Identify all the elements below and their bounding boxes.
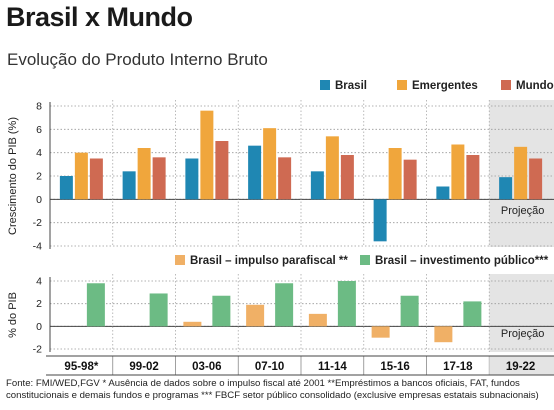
- bar: [373, 199, 387, 242]
- bar: [86, 283, 105, 327]
- x-tick-label: 11-14: [318, 361, 347, 373]
- bar: [149, 293, 168, 327]
- bar: [212, 295, 231, 327]
- bar: [466, 155, 480, 200]
- bar: [263, 128, 277, 200]
- legend-swatch: [501, 80, 511, 90]
- legend-swatch: [397, 80, 407, 90]
- source-note: Fonte: FMI/WED,FGV * Ausência de dados s…: [6, 378, 539, 401]
- chart-subtitle: Evolução do Produto Interno Bruto: [7, 50, 268, 69]
- x-tick-label: 03-06: [192, 361, 221, 373]
- bar: [403, 159, 417, 200]
- bar: [337, 281, 356, 327]
- projection-column-bg: [489, 274, 554, 352]
- bar: [215, 141, 229, 200]
- bar: [499, 177, 513, 200]
- bar: [74, 152, 88, 200]
- legend-label: Brasil – investimento público***: [375, 255, 549, 267]
- y-tick-label: 2: [36, 298, 42, 310]
- bar: [275, 283, 294, 327]
- y-tick-label: 0: [36, 194, 42, 206]
- legend-label: Emergentes: [412, 80, 478, 92]
- chart-title: Brasil x Mundo: [6, 2, 193, 32]
- x-tick-label: 19-22: [506, 361, 535, 373]
- legend-label: Mundo: [516, 80, 554, 92]
- panel-1: [49, 255, 554, 352]
- bar: [451, 144, 465, 200]
- y-tick-label: 8: [36, 101, 42, 113]
- bar: [185, 158, 199, 200]
- bar: [59, 176, 73, 200]
- x-tick-label: 95-98*: [64, 361, 98, 373]
- x-tick-label: 99-02: [129, 361, 158, 373]
- bar: [434, 326, 453, 343]
- projection-label: Projeção: [501, 328, 544, 340]
- category-strip: [46, 357, 554, 375]
- y-tick-label: 0: [36, 321, 42, 333]
- bar: [122, 171, 136, 200]
- y-axis-label: % do PIB: [7, 292, 19, 338]
- projection-label: Projeção: [501, 205, 544, 217]
- bar: [152, 157, 166, 200]
- projection-category-bg: [489, 356, 554, 375]
- bar: [248, 145, 262, 200]
- x-tick-label: 17-18: [443, 361, 473, 373]
- y-tick-label: 2: [36, 171, 42, 183]
- bar: [340, 155, 354, 200]
- y-tick-label: 6: [36, 124, 42, 136]
- y-tick-label: 4: [36, 147, 42, 159]
- legend-swatch: [175, 255, 185, 265]
- y-tick-label: 4: [36, 276, 42, 288]
- legend-swatch: [320, 80, 330, 90]
- y-tick-label: -2: [33, 344, 42, 356]
- bar: [246, 304, 265, 327]
- legend-swatch: [360, 255, 370, 265]
- bar: [529, 158, 543, 200]
- bar: [436, 186, 450, 200]
- bar: [183, 321, 202, 327]
- legend-label: Brasil – impulso parafiscal **: [190, 255, 348, 267]
- bar: [200, 110, 214, 200]
- bar: [371, 326, 390, 338]
- bar: [463, 301, 482, 327]
- x-tick-label: 15-16: [380, 361, 409, 373]
- y-tick-label: -4: [33, 241, 42, 253]
- bar: [308, 313, 327, 327]
- y-tick-label: -2: [33, 217, 42, 229]
- panel-0: [49, 80, 554, 249]
- bar: [388, 148, 402, 200]
- bar: [310, 171, 324, 200]
- x-tick-label: 07-10: [255, 361, 284, 373]
- bar: [514, 146, 528, 200]
- legend-label: Brasil: [335, 80, 367, 92]
- bar: [325, 136, 339, 200]
- bar: [278, 157, 292, 200]
- bar: [400, 295, 419, 327]
- bar: [137, 148, 151, 200]
- bar: [89, 158, 103, 200]
- y-axis-label: Crescimento do PIB (%): [7, 117, 19, 235]
